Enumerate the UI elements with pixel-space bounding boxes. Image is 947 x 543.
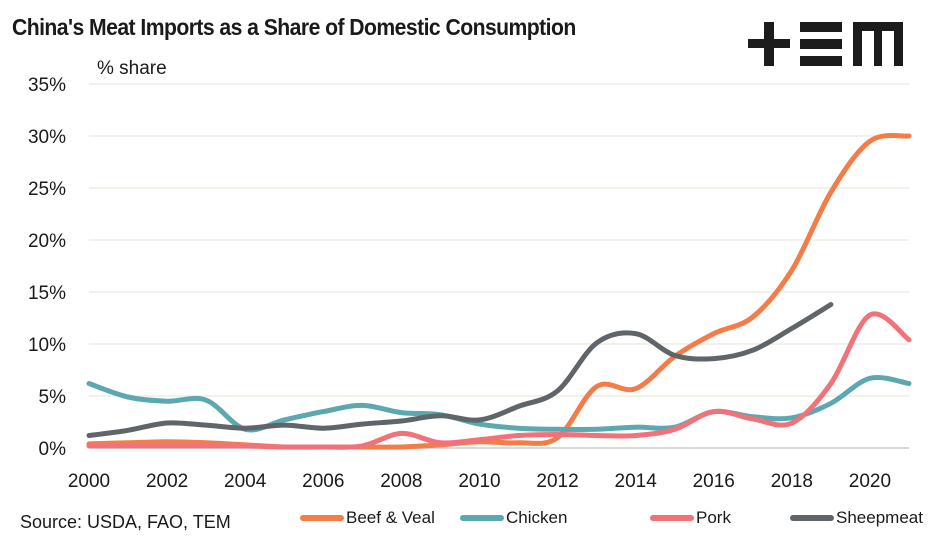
legend-item-pork: Pork: [650, 508, 731, 528]
logo-plus-vertical: [764, 22, 774, 66]
y-tick-label: 10%: [28, 335, 66, 356]
legend-item-sheepmeat: Sheepmeat: [790, 508, 923, 528]
logo-e-bar-bottom: [800, 56, 842, 66]
series-line-pork: [86, 311, 912, 450]
x-tick-label: 2000: [68, 471, 110, 492]
x-tick-label: 2014: [615, 471, 658, 492]
series-line-chicken: [86, 375, 912, 433]
legend-swatch: [650, 515, 694, 521]
x-tick-label: 2016: [693, 471, 735, 492]
y-tick-label: 5%: [39, 387, 67, 408]
y-tick-label: 20%: [28, 231, 66, 252]
y-tick-label: 0%: [39, 439, 67, 460]
legend-item-chicken: Chicken: [460, 508, 567, 528]
x-tick-label: 2012: [536, 471, 578, 492]
x-tick-label: 2018: [771, 471, 813, 492]
legend-item-beef-veal: Beef & Veal: [300, 508, 435, 528]
y-tick-label: 30%: [28, 127, 66, 148]
logo-e-bar-top: [800, 22, 842, 32]
legend-swatch: [460, 515, 504, 521]
y-tick-label: 15%: [28, 283, 66, 304]
x-tick-label: 2008: [380, 471, 422, 492]
series-pork: [86, 311, 912, 450]
y-axis-label: % share: [97, 58, 167, 79]
tem-logo: [748, 22, 903, 66]
series-sheepmeat: [86, 302, 834, 439]
logo-m: [853, 22, 903, 66]
series-line-sheepmeat: [86, 302, 834, 439]
legend-label: Sheepmeat: [836, 508, 923, 527]
series-chicken: [86, 375, 912, 433]
legend-label: Chicken: [506, 508, 568, 527]
legend-swatch: [300, 515, 344, 521]
source-note: Source: USDA, FAO, TEM: [20, 512, 231, 532]
x-tick-label: 2002: [146, 471, 188, 492]
x-tick-label: 2010: [458, 471, 500, 492]
y-tick-label: 35%: [28, 75, 66, 96]
chart-title: China's Meat Imports as a Share of Domes…: [12, 14, 576, 40]
x-tick-label: 2006: [302, 471, 344, 492]
x-tick-label: 2004: [224, 471, 267, 492]
x-tick-label: 2020: [849, 471, 891, 492]
logo-e-bar-middle: [800, 39, 842, 49]
y-tick-label: 25%: [28, 179, 66, 200]
legend-label: Beef & Veal: [346, 508, 435, 527]
legend-label: Pork: [696, 508, 731, 527]
legend-swatch: [790, 515, 834, 521]
